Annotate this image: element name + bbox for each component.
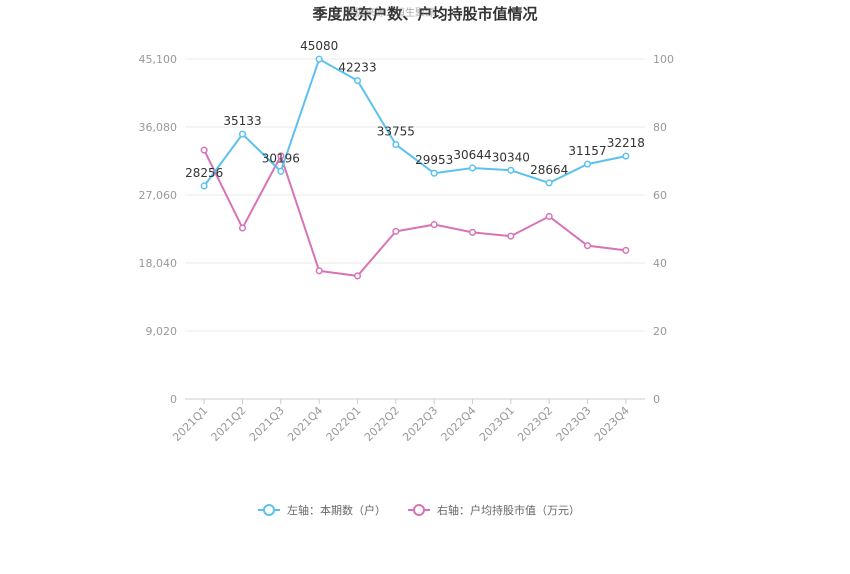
data-point (238, 224, 247, 232)
data-point (277, 167, 285, 175)
data-label: 28664 (530, 163, 568, 177)
data-point (353, 272, 362, 280)
data-label: 45080 (300, 39, 338, 53)
data-point (238, 130, 247, 138)
data-point (430, 169, 438, 177)
x-tick-label: 2021Q3 (247, 404, 287, 444)
data-point (507, 232, 515, 240)
x-tick-label: 2021Q2 (209, 404, 249, 444)
right-tick-label: 100 (653, 53, 674, 66)
left-tick-label: 0 (170, 393, 177, 406)
x-tick-label: 2023Q4 (592, 404, 632, 444)
x-tick-label: 2022Q1 (324, 404, 364, 444)
left-tick-label: 18,040 (139, 257, 178, 270)
x-tick-label: 2023Q1 (477, 404, 517, 444)
data-label: 31157 (568, 144, 606, 158)
left-tick-label: 27,060 (139, 189, 178, 202)
data-point (622, 152, 630, 160)
legend-item[interactable]: 右轴：户均持股市值（万元） (408, 503, 580, 517)
right-tick-label: 80 (653, 121, 667, 134)
legend[interactable]: 左轴：本期数（户） 右轴：户均持股市值（万元） (258, 503, 580, 517)
data-label: 30340 (492, 150, 530, 164)
data-point (545, 212, 553, 220)
data-label: 33755 (377, 125, 415, 139)
legend-item[interactable]: 左轴：本期数（户） (258, 503, 386, 517)
data-point (392, 227, 400, 235)
x-tick-label: 2023Q3 (554, 404, 594, 444)
x-tick-label: 2022Q3 (400, 404, 440, 444)
data-point (583, 242, 592, 250)
right-tick-label: 20 (653, 325, 667, 338)
x-axis: 2021Q12021Q22021Q32021Q42022Q12022Q22022… (170, 399, 632, 444)
data-point (468, 228, 477, 236)
series-avg-holding (200, 146, 630, 280)
x-tick-label: 2021Q4 (285, 404, 325, 444)
data-label: 29953 (415, 153, 453, 167)
right-tick-label: 60 (653, 189, 667, 202)
data-point (545, 179, 553, 187)
data-label: 30644 (453, 148, 491, 162)
data-label: 35133 (223, 114, 261, 128)
grid-lines (185, 58, 645, 400)
data-label: 32218 (607, 136, 645, 150)
data-point (277, 152, 285, 160)
data-point (200, 146, 208, 154)
right-axis: 0 20 40 60 80 100 (653, 53, 674, 406)
data-point (315, 267, 323, 275)
legend-label: 右轴：户均持股市值（万元） (437, 503, 580, 517)
data-point (622, 246, 630, 254)
data-point (468, 164, 477, 172)
chart-title: 季度股东户数、户均持股市值情况 (312, 5, 537, 23)
right-tick-label: 40 (653, 257, 667, 270)
left-tick-label: 45,100 (139, 53, 178, 66)
data-point (583, 160, 592, 168)
legend-label: 左轴：本期数（户） (287, 503, 386, 517)
x-tick-label: 2021Q1 (170, 404, 210, 444)
x-tick-label: 2023Q2 (515, 404, 555, 444)
data-label: 28256 (185, 166, 223, 180)
legend-marker (263, 504, 275, 516)
watermark-text: 数据来源：恒生聚源 (345, 6, 435, 19)
right-tick-label: 0 (653, 393, 660, 406)
x-tick-label: 2022Q2 (362, 404, 402, 444)
data-point (430, 221, 438, 229)
data-point (353, 77, 362, 85)
left-tick-label: 36,080 (139, 121, 178, 134)
legend-marker (413, 504, 425, 516)
data-point (315, 55, 323, 63)
data-label: 30196 (262, 151, 300, 165)
left-axis: 0 9,020 18,040 27,060 36,080 45,100 (139, 53, 178, 406)
data-point (507, 166, 515, 174)
data-point (200, 182, 208, 190)
x-tick-label: 2022Q4 (439, 404, 479, 444)
data-point (392, 140, 400, 149)
left-tick-label: 9,020 (146, 325, 178, 338)
series-line (203, 57, 627, 187)
data-label: 42233 (338, 61, 376, 75)
series-line (203, 149, 626, 277)
